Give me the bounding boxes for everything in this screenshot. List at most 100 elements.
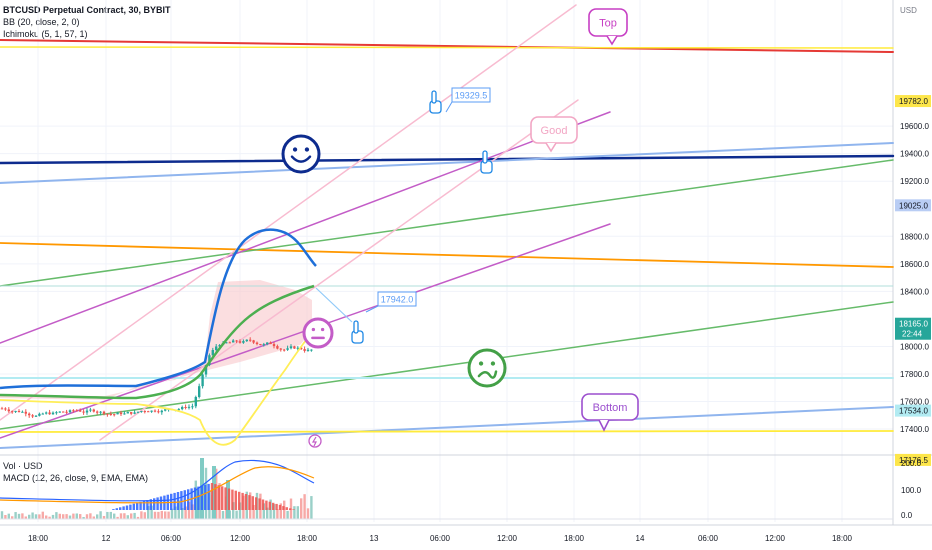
price-label: 19025.0 [899, 201, 928, 210]
candle-body [38, 413, 41, 416]
annotations: Top Good Bottom 19329.5 17942.0 [281, 8, 639, 448]
callout-tail [606, 35, 618, 46]
pink-line-2 [99, 99, 579, 441]
face-eye [490, 361, 496, 366]
candle-body [276, 346, 279, 349]
pink-line-1 [0, 4, 577, 421]
volume-bar [109, 511, 112, 519]
price-label: 17176.5 [899, 456, 928, 465]
legend-volume[interactable]: Vol · USD [3, 461, 43, 471]
note-leader [365, 305, 379, 313]
face-eye [292, 147, 298, 152]
face-outline [302, 317, 334, 349]
drawings [0, 4, 895, 449]
volume-bar [184, 506, 187, 519]
candle-body [215, 346, 218, 351]
pointing-hand-icon [351, 320, 364, 344]
face-eye [311, 327, 316, 332]
face-mouth [290, 155, 312, 163]
price-label: 17534.0 [899, 407, 928, 416]
bb-lower-band [0, 334, 311, 446]
volume-bar [45, 515, 48, 519]
callout-box [581, 393, 639, 421]
x-tick-label: 06:00 [698, 534, 719, 543]
candle-body [242, 341, 245, 343]
candle-body [266, 342, 269, 345]
volume-bar [92, 516, 95, 519]
volume-tick-label: 100.0 [901, 486, 922, 495]
pointer-line [315, 287, 353, 323]
volume-bar [113, 513, 116, 519]
candle-body [157, 411, 160, 413]
callout-top[interactable]: Top [588, 8, 628, 46]
callout-text: Bottom [593, 402, 628, 414]
macd-histogram-bar [275, 503, 278, 510]
macd-histogram-bar [183, 490, 186, 510]
bb-upper-band [0, 228, 317, 390]
price-note-19329.5[interactable]: 19329.5 [445, 87, 491, 113]
grid [0, 0, 932, 526]
volume-bar [41, 511, 44, 519]
candle-body [303, 349, 306, 351]
volume-bar [0, 511, 4, 519]
y-tick-label: 19400.0 [900, 150, 929, 159]
volume-bar [296, 506, 299, 519]
candle-body [300, 347, 303, 350]
volume-bar [123, 513, 126, 519]
volume-bar [136, 516, 140, 519]
macd-histogram-bar [241, 492, 244, 510]
macd-histogram-bar [221, 486, 224, 510]
volume-bar [276, 509, 279, 519]
legend-macd[interactable]: MACD (12, 26, close, 9, EMA, EMA) [3, 473, 149, 483]
candle-body [245, 339, 248, 342]
macd-histogram-bar [156, 497, 159, 510]
macd-histogram-bar [268, 501, 271, 510]
volume-bar [58, 513, 61, 519]
candle-body [31, 415, 34, 417]
macd-histogram-bar [173, 492, 176, 510]
macd-histogram-bar [251, 496, 254, 510]
macd-histogram-bar [159, 496, 163, 510]
callout-bottom[interactable]: Bottom [581, 393, 639, 432]
macd-histogram-bar [197, 486, 200, 510]
volume-bar [252, 504, 255, 519]
macd-histogram-bar [248, 495, 251, 510]
price-note-17942.0[interactable]: 17942.0 [365, 291, 417, 313]
macd-signal-line [0, 466, 315, 504]
callout-good[interactable]: Good [530, 116, 578, 153]
callout-text: Good [541, 125, 568, 137]
volume-tick-label: 200.0 [901, 459, 922, 468]
macd-histogram-bar [282, 506, 285, 510]
volume-bar [170, 508, 174, 519]
note-text: 17942.0 [381, 295, 414, 305]
note-box [451, 87, 491, 103]
volume-bar [160, 510, 163, 519]
x-tick-label: 18:00 [832, 534, 853, 543]
candle-body [123, 413, 126, 415]
price-label-bg [895, 453, 931, 466]
legend-bb[interactable]: BB (20, close, 2, 0) [3, 17, 80, 27]
candle-body [41, 413, 44, 415]
volume-bar [300, 498, 303, 519]
candle-body [126, 412, 129, 414]
volume-bar [221, 510, 225, 519]
candle-body [286, 348, 289, 350]
macd-histogram-bar [272, 502, 275, 510]
volume-bar [130, 513, 133, 519]
volume-bar [51, 514, 55, 519]
candle-body [72, 410, 75, 412]
candle-body [85, 410, 89, 413]
macd-histogram-bar [214, 484, 217, 510]
macd-histogram-bar [255, 497, 258, 510]
volume-bar [55, 512, 58, 519]
legend-ichimoku[interactable]: Ichimoku (5, 1, 57, 1) [3, 29, 88, 39]
lightning-bolt [311, 436, 317, 447]
candle-body [211, 350, 214, 356]
candle-body [140, 411, 143, 413]
indicator-lines [0, 228, 317, 446]
price-label-bg [895, 404, 931, 417]
y-tick-label: 19600.0 [900, 122, 929, 131]
red-line [0, 39, 894, 53]
volume-bar [31, 512, 34, 519]
